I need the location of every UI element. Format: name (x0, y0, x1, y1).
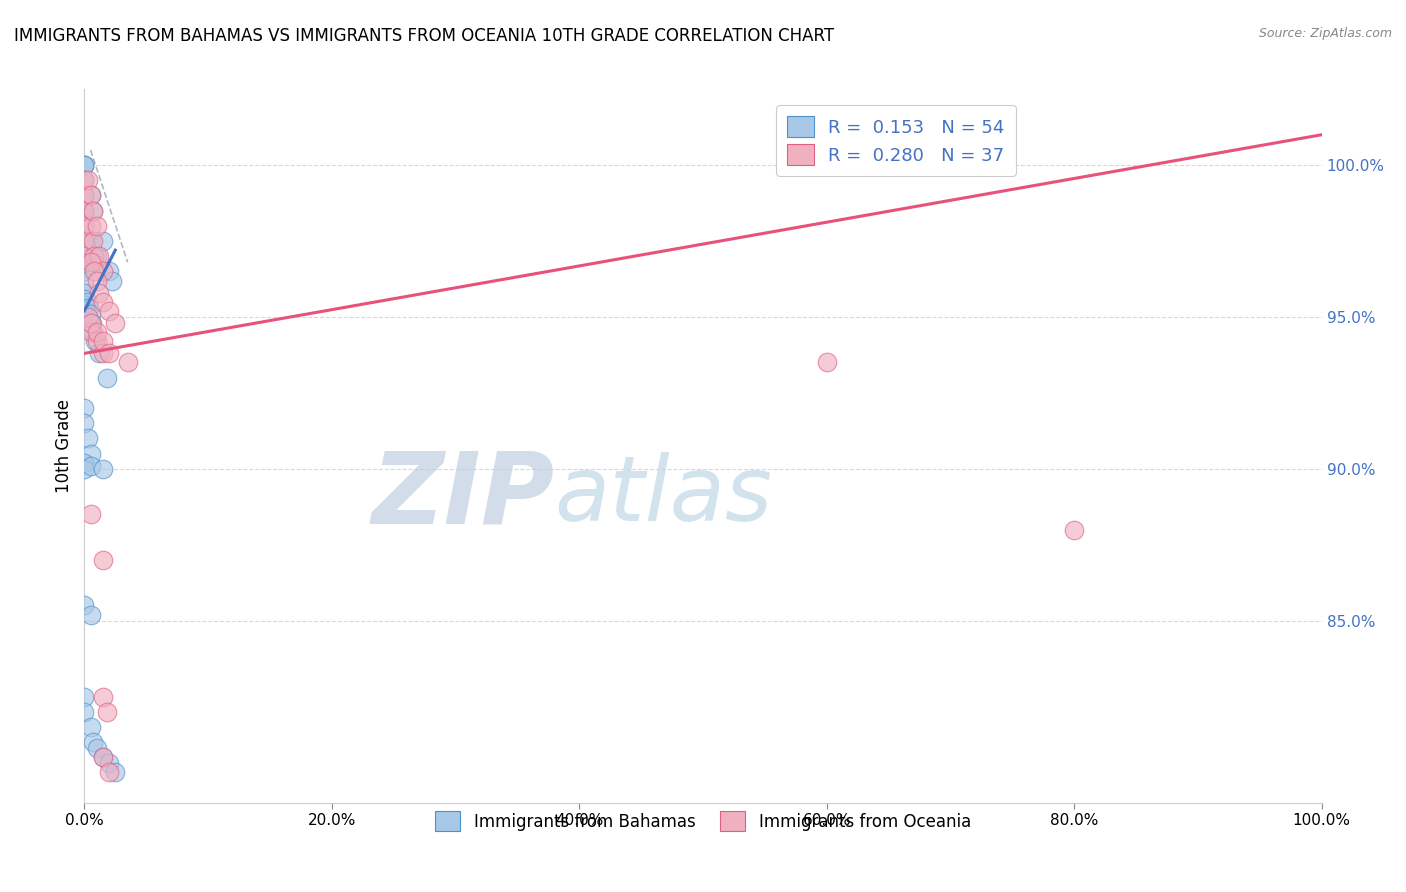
Point (79, 188, 101, 202)
Point (80, 316, 103, 330)
Point (77, 431, 100, 445)
Point (91, 750, 114, 764)
Point (73, 304, 96, 318)
Point (82, 203, 104, 218)
Point (100, 273, 122, 287)
Y-axis label: 10th Grade: 10th Grade (55, 399, 73, 493)
Point (73, 234, 96, 248)
Point (98, 346, 121, 360)
Point (73, 690, 96, 704)
Text: Source: ZipAtlas.com: Source: ZipAtlas.com (1258, 27, 1392, 40)
Point (73, 264, 96, 278)
Point (73, 158, 96, 172)
Point (73, 273, 96, 287)
Point (73, 310, 96, 324)
Point (79, 188, 101, 202)
Point (77, 310, 100, 324)
Point (73, 401, 96, 415)
Point (77, 173, 100, 187)
Point (79, 255, 101, 269)
Point (91, 750, 114, 764)
Point (79, 607, 101, 622)
Point (83, 255, 105, 269)
Point (73, 158, 96, 172)
Point (96, 705, 118, 719)
Point (79, 307, 101, 321)
Point (73, 307, 96, 321)
Point (73, 219, 96, 233)
Point (82, 203, 104, 218)
Point (86, 325, 108, 339)
Point (86, 219, 108, 233)
Point (73, 298, 96, 312)
Point (73, 599, 96, 613)
Point (79, 316, 101, 330)
Point (73, 705, 96, 719)
Point (79, 458, 101, 473)
Point (73, 249, 96, 263)
Point (73, 462, 96, 476)
Point (79, 508, 101, 522)
Point (91, 294, 114, 309)
Point (91, 690, 114, 704)
Point (73, 249, 96, 263)
Point (1063, 523, 1085, 537)
Point (89, 249, 111, 263)
Point (98, 304, 121, 318)
Point (86, 334, 108, 349)
Point (73, 188, 96, 202)
Point (91, 553, 114, 567)
Point (96, 370, 118, 384)
Point (89, 346, 111, 360)
Point (73, 158, 96, 172)
Point (73, 301, 96, 315)
Point (91, 346, 114, 360)
Point (79, 447, 101, 461)
Point (91, 334, 114, 349)
Point (73, 255, 96, 269)
Point (73, 173, 96, 187)
Point (79, 325, 101, 339)
Point (104, 316, 127, 330)
Point (86, 273, 108, 287)
Point (98, 765, 121, 780)
Point (79, 720, 101, 734)
Point (117, 355, 139, 369)
Text: atlas: atlas (554, 452, 772, 540)
Point (73, 188, 96, 202)
Point (73, 285, 96, 300)
Point (73, 203, 96, 218)
Point (82, 735, 104, 749)
Legend: Immigrants from Bahamas, Immigrants from Oceania: Immigrants from Bahamas, Immigrants from… (429, 805, 977, 838)
Point (73, 292, 96, 306)
Point (82, 325, 104, 339)
Point (89, 285, 111, 300)
Point (91, 264, 114, 278)
Point (98, 756, 121, 771)
Text: IMMIGRANTS FROM BAHAMAS VS IMMIGRANTS FROM OCEANIA 10TH GRADE CORRELATION CHART: IMMIGRANTS FROM BAHAMAS VS IMMIGRANTS FR… (14, 27, 834, 45)
Point (73, 456, 96, 470)
Point (86, 249, 108, 263)
Point (79, 234, 101, 248)
Point (79, 301, 101, 315)
Point (73, 416, 96, 430)
Point (73, 173, 96, 187)
Point (815, 355, 838, 369)
Point (84, 334, 107, 349)
Point (98, 264, 121, 278)
Point (91, 462, 114, 476)
Point (82, 234, 104, 248)
Point (79, 219, 101, 233)
Point (104, 765, 127, 780)
Point (77, 294, 100, 309)
Point (91, 234, 114, 248)
Point (83, 249, 105, 263)
Point (73, 203, 96, 218)
Point (83, 264, 105, 278)
Point (86, 741, 108, 756)
Point (73, 234, 96, 248)
Text: ZIP: ZIP (371, 448, 554, 544)
Point (73, 219, 96, 233)
